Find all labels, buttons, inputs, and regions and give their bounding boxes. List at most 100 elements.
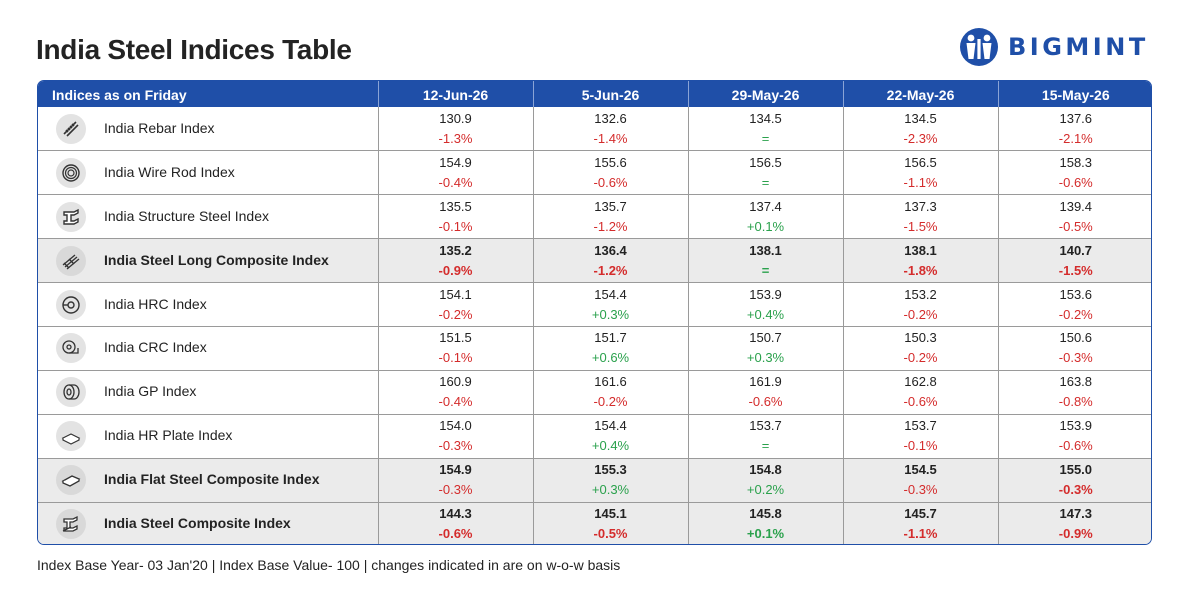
table-row: India Structure Steel Index 135.5 -0.1% 135… xyxy=(38,194,1151,239)
wow-change: = xyxy=(761,130,770,146)
table-row: India Flat Steel Composite Index 154.9 -0.… xyxy=(38,458,1151,503)
index-value: 154.1 xyxy=(439,286,472,302)
index-value: 137.4 xyxy=(749,198,782,214)
table-row: India Wire Rod Index 154.9 -0.4% 155.6 -0.6%… xyxy=(38,150,1151,195)
index-value: 156.5 xyxy=(749,154,782,170)
wow-change: -1.8% xyxy=(903,262,938,278)
index-value: 154.4 xyxy=(594,418,627,434)
index-name: India Steel Long Composite Index xyxy=(104,251,329,268)
footnote: Index Base Year- 03 Jan'20 | Index Base … xyxy=(37,557,621,573)
index-value-cell: 163.8 -0.8% xyxy=(997,370,1151,415)
index-value-cell: 138.1 = xyxy=(687,238,844,283)
index-value: 160.9 xyxy=(439,374,472,390)
row-icon-cell xyxy=(38,414,100,458)
index-name: India Flat Steel Composite Index xyxy=(104,471,320,488)
wow-change: = xyxy=(761,174,770,190)
index-value: 151.7 xyxy=(594,330,627,346)
index-value: 134.5 xyxy=(749,110,782,126)
plate-stack-icon xyxy=(56,421,86,452)
row-icon-cell xyxy=(38,370,100,414)
index-value-cell: 153.9 -0.6% xyxy=(997,414,1151,459)
table-row: India GP Index 160.9 -0.4% 161.6 -0.2% 161.9 -… xyxy=(38,370,1151,415)
index-value: 137.6 xyxy=(1059,110,1093,126)
wow-change: -1.4% xyxy=(593,130,628,146)
wow-change: +0.3% xyxy=(746,350,785,366)
index-value: 158.3 xyxy=(1059,154,1093,170)
row-name-cell: India HR Plate Index xyxy=(100,414,378,458)
long-bundle-icon xyxy=(56,245,86,276)
row-name-cell: India Rebar Index xyxy=(100,107,378,151)
index-value: 163.8 xyxy=(1059,374,1093,390)
table-row: India CRC Index 151.5 -0.1% 151.7 +0.6% 150.7… xyxy=(38,326,1151,371)
index-value-cell: 130.9 -1.3% xyxy=(377,107,534,151)
index-value: 155.6 xyxy=(594,154,627,170)
wow-change: -0.3% xyxy=(1058,350,1093,366)
index-value: 139.4 xyxy=(1059,198,1093,214)
wow-change: -0.6% xyxy=(438,526,473,542)
index-name: India CRC Index xyxy=(104,339,207,356)
index-value: 135.5 xyxy=(439,198,472,214)
page-title: India Steel Indices Table xyxy=(36,34,352,65)
wow-change: +0.1% xyxy=(746,526,785,542)
index-value-cell: 145.8 +0.1% xyxy=(687,502,844,544)
index-value: 154.4 xyxy=(594,286,627,302)
index-value-cell: 134.5 = xyxy=(687,107,844,151)
index-value-cell: 154.0 -0.3% xyxy=(377,414,534,459)
wow-change: -1.5% xyxy=(1058,262,1093,278)
row-icon-cell xyxy=(38,107,100,151)
wow-change: +0.3% xyxy=(591,306,630,322)
wow-change: -0.5% xyxy=(593,526,628,542)
wow-change: -1.5% xyxy=(903,218,938,234)
index-value-cell: 151.5 -0.1% xyxy=(377,326,534,371)
index-value-cell: 154.5 -0.3% xyxy=(842,458,999,503)
wow-change: -0.2% xyxy=(1058,306,1093,322)
hrc-coil-icon xyxy=(56,289,86,320)
index-name: India Structure Steel Index xyxy=(104,207,269,224)
table-row: India Steel Composite Index 144.3 -0.6% 145… xyxy=(38,502,1151,544)
table-body: India Rebar Index 130.9 -1.3% 132.6 -1.4% 134… xyxy=(38,107,1151,544)
index-value: 153.6 xyxy=(1059,286,1093,302)
index-value: 153.9 xyxy=(1059,418,1093,434)
wow-change: -2.3% xyxy=(903,130,938,146)
header-date-col: 22-May-26 xyxy=(842,81,999,107)
index-value: 161.6 xyxy=(594,374,627,390)
wow-change: -0.6% xyxy=(903,394,938,410)
index-value-cell: 154.1 -0.2% xyxy=(377,282,534,327)
index-value: 138.1 xyxy=(904,242,937,258)
index-value-cell: 154.4 +0.4% xyxy=(532,414,689,459)
structure-beam-icon xyxy=(56,201,86,232)
index-value-cell: 155.0 -0.3% xyxy=(997,458,1151,503)
row-icon-cell xyxy=(38,195,100,239)
wow-change: -0.9% xyxy=(1058,526,1093,542)
wow-change: -0.6% xyxy=(1058,438,1093,454)
index-value: 161.9 xyxy=(749,374,782,390)
index-value-cell: 145.1 -0.5% xyxy=(532,502,689,544)
wow-change: -0.3% xyxy=(438,482,473,498)
wow-change: -1.2% xyxy=(593,262,628,278)
table-row: India Rebar Index 130.9 -1.3% 132.6 -1.4% 134… xyxy=(38,107,1151,151)
index-value: 137.3 xyxy=(904,198,937,214)
index-value: 153.7 xyxy=(749,418,782,434)
index-name: India GP Index xyxy=(104,383,197,400)
row-icon-cell xyxy=(38,151,100,195)
index-name: India Wire Rod Index xyxy=(104,163,235,180)
wow-change: +0.6% xyxy=(591,350,630,366)
index-value-cell: 160.9 -0.4% xyxy=(377,370,534,415)
index-value: 154.9 xyxy=(439,154,472,170)
index-value-cell: 156.5 -1.1% xyxy=(842,150,999,195)
wow-change: -1.1% xyxy=(903,526,938,542)
index-value-cell: 150.3 -0.2% xyxy=(842,326,999,371)
index-value-cell: 145.7 -1.1% xyxy=(842,502,999,544)
header-date-col: 5-Jun-26 xyxy=(532,81,689,107)
wow-change: -0.6% xyxy=(748,394,783,410)
row-name-cell: India Steel Long Composite Index xyxy=(100,239,378,283)
index-value: 136.4 xyxy=(594,242,627,258)
index-value-cell: 150.6 -0.3% xyxy=(997,326,1151,371)
index-value-cell: 139.4 -0.5% xyxy=(997,194,1151,239)
index-value: 150.7 xyxy=(749,330,782,346)
row-name-cell: India Steel Composite Index xyxy=(100,502,378,544)
wire-rod-coil-icon xyxy=(56,157,86,188)
wow-change: +0.4% xyxy=(746,306,785,322)
row-name-cell: India GP Index xyxy=(100,370,378,414)
wow-change: -2.1% xyxy=(1058,130,1093,146)
